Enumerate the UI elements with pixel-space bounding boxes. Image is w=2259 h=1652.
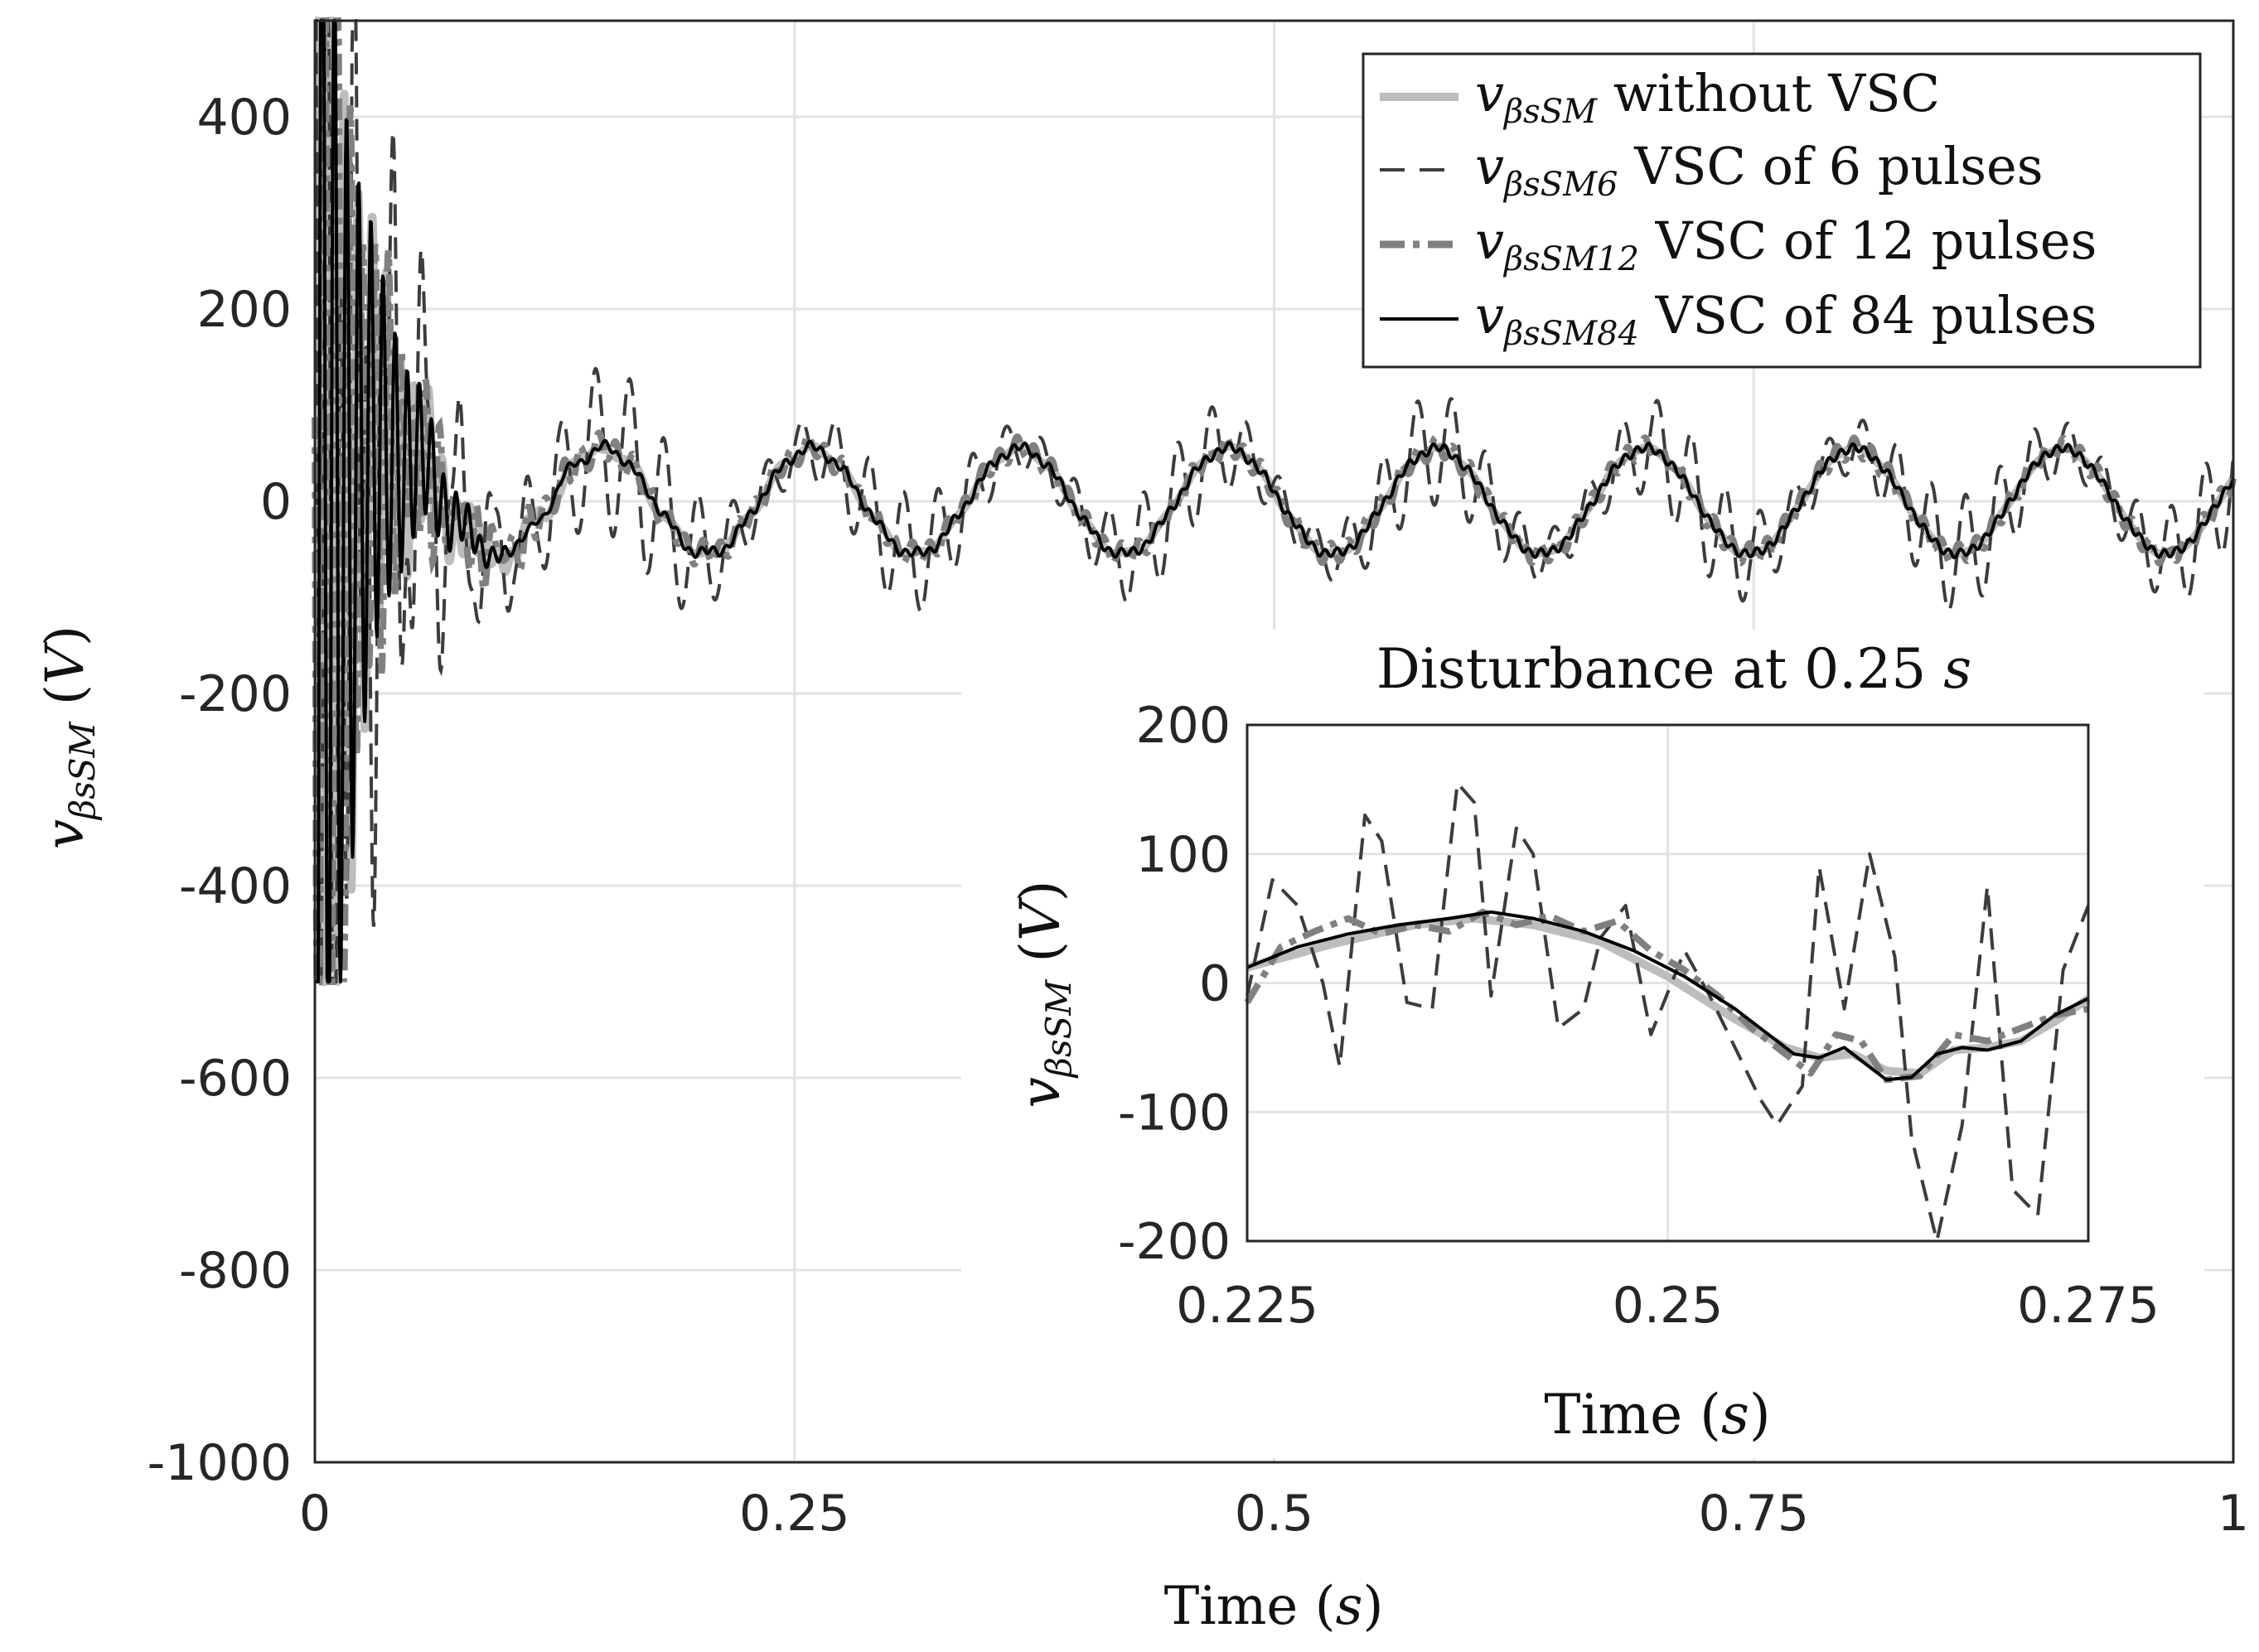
inset-y-tick-label: -200	[1118, 1213, 1231, 1271]
inset-x-axis-label: Time (s)	[1544, 1383, 1770, 1447]
main-y-tick-label: -800	[179, 1242, 292, 1300]
legend: vβsSM without VSC vβsSM6 VSC of 6 pulses…	[1362, 52, 2202, 369]
legend-label-vsc84: vβsSM84 VSC of 84 pulses	[1475, 285, 2097, 353]
inset-y-tick-label: 100	[1135, 826, 1231, 884]
inset-y-tick-label: -100	[1118, 1084, 1231, 1142]
inset-chart: Disturbance at 0.25 s 0.225 0.25 0.275 200 1…	[961, 630, 2204, 1458]
main-x-tick-label: 1	[2218, 1485, 2249, 1543]
inset-x-tick-label: 0.275	[2017, 1277, 2160, 1335]
main-y-tick-label: 200	[196, 281, 292, 339]
main-x-tick-label: 0	[299, 1485, 331, 1543]
main-y-tick-label: -400	[179, 857, 292, 915]
inset-y-tick-label: 0	[1199, 955, 1231, 1013]
main-y-tick-label: -200	[179, 665, 292, 723]
main-x-axis-label: Time (s)	[1164, 1576, 1384, 1637]
inset-y-tick-label: 200	[1135, 697, 1231, 755]
legend-box	[1362, 52, 2202, 369]
inset-x-tick-label: 0.225	[1176, 1277, 1318, 1335]
legend-label-vsc12: vβsSM12 VSC of 12 pulses	[1475, 210, 2097, 278]
inset-y-axis-label: vβsSM (V)	[1009, 880, 1079, 1108]
legend-entry-vsc12: vβsSM12 VSC of 12 pulses	[1380, 210, 2097, 278]
legend-entry-without-vsc: vβsSM without VSC	[1380, 63, 1940, 131]
inset-series-vsc6-line	[1246, 781, 2090, 1243]
series-vsc84-line	[313, 19, 2235, 983]
main-y-axis-label: vβsSM (V)	[35, 626, 103, 849]
inset-axes-box	[1246, 723, 2090, 1243]
inset-tick-labels: 0.225 0.25 0.275 200 100 0 -100 -200	[1118, 697, 2160, 1335]
inset-title: Disturbance at 0.25 s	[1376, 637, 1971, 701]
main-y-tick-label: 0	[260, 473, 292, 531]
main-series-group	[311, 17, 2237, 986]
main-tick-labels: 0 0.25 0.5 0.75 1 400 200 0 -200 -400 -600 -800 -100…	[148, 89, 2249, 1543]
inset-series-without-vsc-line	[1246, 914, 2091, 1078]
legend-label-vsc6: vβsSM6 VSC of 6 pulses	[1475, 136, 2044, 204]
legend-entry-vsc6: vβsSM6 VSC of 6 pulses	[1380, 136, 2044, 204]
inset-series-group	[1244, 781, 2091, 1243]
main-x-tick-label: 0.75	[1698, 1485, 1809, 1543]
inset-x-tick-label: 0.25	[1613, 1277, 1724, 1335]
legend-entry-vsc84: vβsSM84 VSC of 84 pulses	[1380, 285, 2097, 353]
main-axes-box	[313, 19, 2235, 1464]
main-y-tick-label: -1000	[148, 1434, 292, 1492]
main-x-tick-label: 0.25	[739, 1485, 850, 1543]
inset-series-vsc12-line	[1244, 908, 2089, 1084]
main-y-tick-label: 400	[196, 89, 292, 147]
legend-label-without-vsc: vβsSM without VSC	[1475, 63, 1940, 131]
main-y-tick-label: -600	[179, 1050, 292, 1108]
inset-series-vsc84-line	[1246, 910, 2089, 1082]
main-x-tick-label: 0.5	[1235, 1485, 1313, 1543]
series-vsc6-line	[314, 19, 2235, 983]
